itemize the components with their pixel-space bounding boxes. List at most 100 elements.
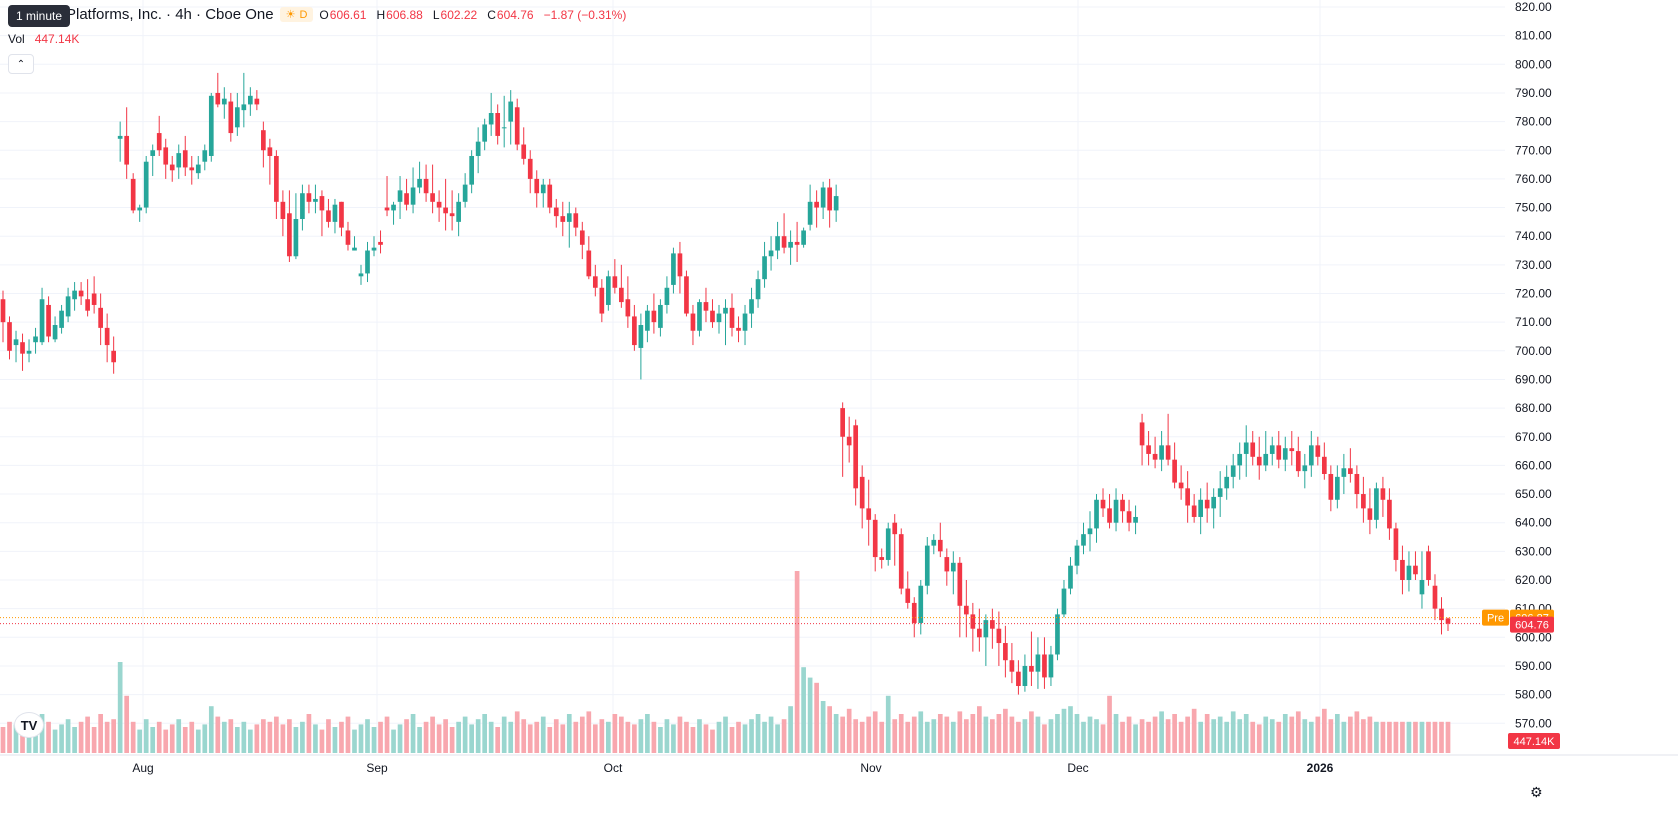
volume-bar — [710, 729, 715, 753]
candle-body — [1341, 468, 1347, 477]
candle-body — [605, 276, 611, 305]
volume-bar — [684, 721, 689, 753]
candle-body — [456, 201, 461, 222]
volume-bar — [983, 716, 989, 753]
candle-body — [540, 184, 546, 194]
candle — [1185, 471, 1190, 523]
candle-body — [801, 230, 806, 245]
candle-body — [313, 198, 318, 202]
volume-bar — [423, 721, 429, 753]
candle — [560, 201, 566, 237]
price-tick-label: 720.00 — [1515, 287, 1552, 301]
candle-body — [632, 316, 637, 346]
candle-body — [247, 95, 253, 105]
price-tick-label: 680.00 — [1515, 401, 1552, 415]
volume-bar — [762, 721, 767, 753]
volume-bar — [1074, 714, 1080, 753]
candle — [1380, 476, 1386, 517]
candle-body — [781, 236, 787, 248]
candle-body — [996, 628, 1002, 644]
price-tick-label: 790.00 — [1515, 86, 1552, 100]
volume-bar — [1243, 714, 1249, 753]
candle — [1237, 442, 1243, 480]
candle — [397, 176, 403, 220]
volume-bar — [189, 721, 195, 753]
volume-bar — [59, 724, 64, 753]
candle-body — [573, 213, 579, 228]
candle — [1068, 557, 1073, 595]
volume-bar — [137, 729, 143, 753]
candle — [1211, 488, 1217, 529]
candle — [352, 236, 357, 251]
candle-body — [1315, 445, 1321, 457]
candle-body — [1061, 588, 1067, 615]
candle — [0, 290, 6, 343]
volume-bar — [866, 716, 872, 753]
volume-bar — [495, 727, 501, 753]
collapse-legend-button[interactable]: ⌃ — [8, 54, 34, 74]
candle — [1295, 436, 1301, 477]
candle — [658, 299, 663, 337]
volume-bar — [443, 719, 448, 753]
volume-bar — [1107, 695, 1112, 753]
candle-body — [697, 302, 702, 331]
candle-body — [755, 279, 761, 300]
volume-bar — [202, 724, 208, 753]
volume-bar — [1308, 721, 1314, 753]
volume-bars — [0, 571, 1451, 753]
volume-bar — [397, 724, 403, 753]
candle-body — [846, 436, 852, 446]
candle — [690, 304, 696, 346]
candle — [1055, 608, 1060, 661]
candle-body — [293, 219, 299, 257]
candle — [287, 190, 292, 262]
volume-bar — [313, 724, 318, 753]
session-badge[interactable]: ☀ D — [279, 7, 314, 22]
candle-body — [124, 135, 130, 165]
candle — [1159, 431, 1164, 472]
candle — [488, 92, 494, 136]
time-axis[interactable]: Aug Sep Oct Nov Dec 2026 — [0, 754, 1678, 775]
candle-body — [1243, 442, 1249, 454]
candle-body — [957, 562, 963, 606]
gear-icon[interactable]: ⚙ — [1530, 784, 1543, 800]
candle-body — [840, 408, 846, 437]
candle-body — [59, 310, 64, 328]
candle — [749, 287, 754, 328]
candle — [794, 221, 800, 262]
candle — [300, 184, 305, 231]
candle — [462, 173, 468, 208]
volume-label[interactable]: Vol — [8, 32, 25, 46]
pre-label: Pre — [1487, 613, 1504, 625]
volume-bar — [52, 729, 58, 753]
candle-body — [749, 299, 754, 314]
candle-body — [937, 539, 943, 552]
volume-bar — [1224, 721, 1230, 753]
candle — [1217, 471, 1223, 517]
volume-bar — [449, 727, 455, 753]
volume-tag: 447.14K — [1508, 733, 1560, 749]
volume-bar — [1094, 719, 1099, 753]
candle-body — [176, 153, 182, 168]
volume-bar — [13, 724, 19, 753]
volume-bar — [658, 727, 663, 753]
candle-body — [1009, 660, 1015, 672]
candle — [1029, 631, 1034, 687]
candle-body — [358, 273, 364, 277]
volume-bar — [352, 729, 357, 753]
candle — [1282, 436, 1288, 472]
candle — [625, 276, 631, 328]
candle-body — [332, 204, 338, 222]
candle — [1321, 442, 1327, 480]
candle — [911, 597, 917, 638]
candle — [1426, 545, 1431, 586]
tradingview-logo-icon[interactable]: TV — [15, 713, 43, 737]
symbol-title[interactable]: Platforms, Inc. · 4h · Cboe One — [66, 6, 274, 23]
candle — [664, 276, 670, 314]
candle — [1048, 645, 1054, 687]
candle-body — [872, 519, 878, 558]
volume-bar — [1282, 714, 1288, 753]
candle-body — [534, 178, 540, 194]
volume-bar — [501, 716, 507, 753]
